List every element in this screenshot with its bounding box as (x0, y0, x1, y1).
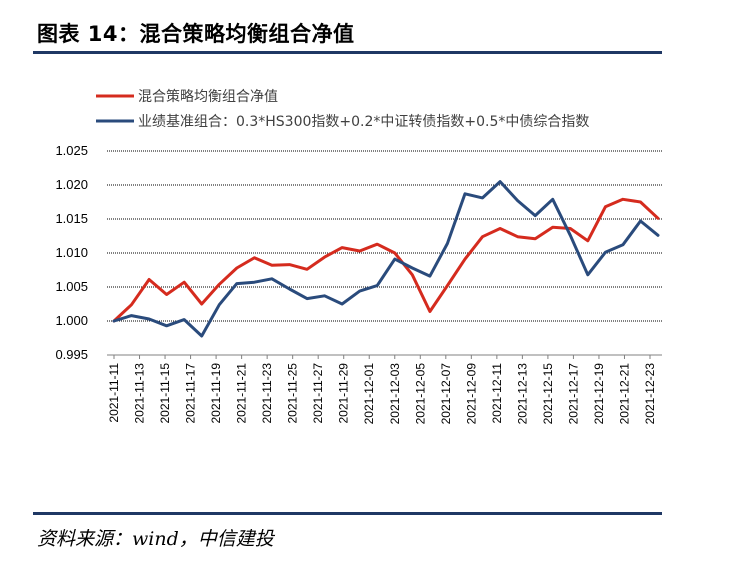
x-tick-label: 2021-11-19 (209, 363, 223, 424)
x-tick-label: 2021-11-11 (107, 363, 121, 423)
x-tick-label: 2021-11-15 (158, 363, 172, 424)
y-tick-label: 1.015 (55, 211, 88, 226)
gridlines (107, 150, 662, 356)
x-tick-label: 2021-12-07 (439, 363, 453, 425)
figure-title: 图表 14：混合策略均衡组合净值 (37, 22, 355, 46)
legend-label-series-1: 混合策略均衡组合净值 (138, 88, 278, 105)
x-tick-label: 2021-11-21 (235, 363, 249, 424)
source-note: 资料来源：wind，中信建投 (37, 528, 274, 550)
x-tick-label: 2021-12-17 (566, 363, 580, 425)
x-tick-label: 2021-12-23 (643, 363, 657, 425)
x-tick-label: 2021-11-27 (311, 363, 325, 424)
x-tick-label: 2021-12-01 (362, 363, 376, 425)
series-line-1 (112, 197, 660, 323)
legend-label-series-2: 业绩基准组合：0.3*HS300指数+0.2*中证转债指数+0.5*中债综合指数 (138, 113, 589, 130)
x-tick-label: 2021-12-09 (464, 363, 478, 425)
x-tick-label: 2021-12-03 (388, 363, 402, 425)
x-tick-label: 2021-11-13 (133, 363, 147, 424)
y-tick-label: 1.005 (55, 279, 88, 294)
x-tick-label: 2021-12-11 (490, 363, 504, 424)
series-line-2 (112, 180, 660, 338)
x-tick-label: 2021-12-19 (592, 363, 606, 425)
x-tick-label: 2021-11-25 (286, 363, 300, 424)
y-tick-label: 1.025 (55, 143, 88, 158)
y-tick-label: 1.020 (55, 177, 88, 192)
legend: 混合策略均衡组合净值 业绩基准组合：0.3*HS300指数+0.2*中证转债指数… (96, 88, 589, 130)
y-tick-label: 1.000 (55, 313, 88, 328)
x-tick-label: 2021-12-05 (413, 363, 427, 425)
x-tick-label: 2021-12-15 (541, 363, 555, 425)
bottom-rule (33, 512, 662, 515)
x-tick-label: 2021-11-23 (260, 363, 274, 424)
x-tick-label: 2021-12-21 (617, 363, 631, 425)
series-lines (112, 180, 660, 338)
x-tick-label: 2021-11-29 (337, 363, 351, 424)
y-tick-label: 1.010 (55, 245, 88, 260)
x-axis-ticks: 2021-11-11 2021-11-13 2021-11-15 2021-11-17… (107, 355, 657, 424)
x-tick-label: 2021-11-17 (184, 363, 198, 424)
y-axis-ticks: 0.995 1.000 1.005 1.010 1.015 1.020 1.025 (55, 143, 88, 362)
y-tick-label: 0.995 (55, 347, 88, 362)
x-tick-label: 2021-12-13 (515, 363, 529, 425)
top-rule (33, 51, 662, 54)
